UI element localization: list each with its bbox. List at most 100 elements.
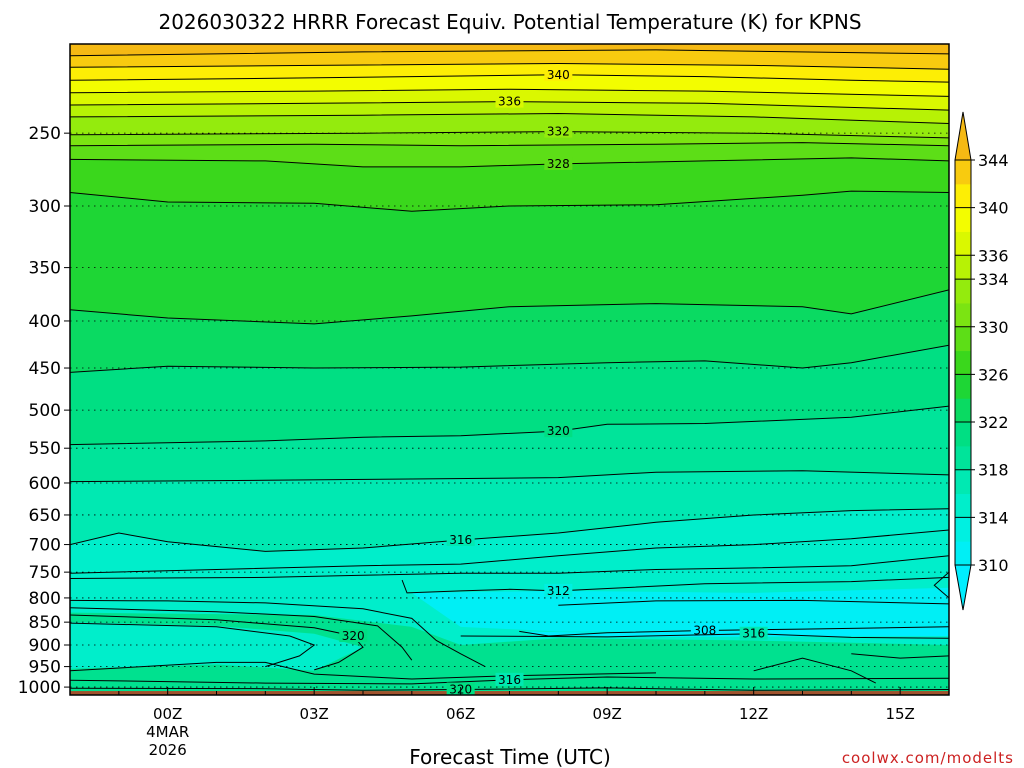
- contour-label: 336: [498, 95, 521, 109]
- contour-342-1: [70, 62, 949, 70]
- colorbar-extend-bottom: [954, 564, 972, 611]
- contour-318-29: [753, 657, 877, 684]
- x-tick-label: 12Z: [739, 705, 768, 723]
- contour-314-16: [70, 555, 949, 579]
- contour-318-23: [70, 607, 413, 661]
- contour-label: 308: [693, 624, 716, 638]
- y-tick-label: 900: [29, 636, 61, 656]
- contour-316-15: [70, 529, 949, 574]
- contour-label-bg: [544, 156, 573, 170]
- contour-label-bg: [739, 626, 768, 640]
- colorbar-bin: [955, 207, 971, 232]
- colorbar-tick-label: 314: [978, 508, 1009, 527]
- y-tick-label: 400: [29, 312, 61, 332]
- contour-330-7: [70, 142, 949, 147]
- contour-334-5: [70, 112, 949, 124]
- x-tick-label: 00Z: [153, 705, 182, 723]
- contour-308-20: [519, 626, 949, 637]
- colorbar-extend-top: [954, 111, 972, 161]
- contour-328-8: [70, 157, 949, 168]
- contour-label: 332: [547, 125, 570, 139]
- colorbar-bin: [955, 541, 971, 566]
- colorbar-bin: [955, 469, 971, 495]
- contour-326-9: [70, 190, 949, 212]
- contour-label-bg: [690, 623, 719, 637]
- x-tick-sublabel: 4MAR: [146, 723, 189, 741]
- contour-338-3: [70, 88, 949, 97]
- contour-label-bg: [446, 532, 475, 546]
- cold-pocket: [411, 587, 949, 633]
- colorbar-tick-label: 318: [978, 461, 1009, 480]
- y-tick-label: 700: [29, 536, 61, 556]
- x-tick-label: 15Z: [885, 705, 914, 723]
- contour-label-bg: [495, 672, 524, 686]
- filled-bands: [70, 44, 949, 695]
- colorbar-bin: [955, 445, 971, 471]
- contour-label: 312: [547, 584, 570, 598]
- contour-318-30: [851, 653, 949, 659]
- y-tick-label: 1000: [18, 678, 61, 698]
- x-tick-sublabel: 2026: [149, 741, 187, 759]
- contour-label-bg: [544, 583, 573, 597]
- contour-label: 316: [449, 533, 472, 547]
- y-tick-label: 650: [29, 506, 61, 526]
- y-tick-label: 950: [29, 658, 61, 678]
- colorbar-bin: [955, 398, 971, 423]
- colorbar-bin: [955, 326, 971, 352]
- cold-core: [519, 627, 949, 637]
- colorbar-tick-label: 344: [978, 151, 1009, 170]
- colorbar-bin: [955, 231, 971, 256]
- contour-312-18: [558, 599, 949, 606]
- x-axis-label: Forecast Time (UTC): [409, 745, 611, 768]
- band-340: [70, 63, 949, 83]
- y-tick-label: 550: [29, 439, 61, 459]
- contour-320-25: [70, 622, 316, 668]
- colorbar-tick-label: 330: [978, 318, 1009, 337]
- x-tick-label: 03Z: [299, 705, 328, 723]
- contour-label-bg: [544, 424, 573, 438]
- contour-label: 328: [547, 157, 570, 171]
- y-axis: 250 300 350 400 450 500 550 600 650 700 750 800 850 9…: [18, 124, 70, 698]
- band-332: [70, 113, 949, 138]
- colorbar: 310 314 318 322 326 330 334 336 340 344: [954, 111, 1009, 611]
- band-334: [70, 101, 949, 124]
- contour-310-19: [933, 571, 949, 599]
- y-tick-label: 300: [29, 197, 61, 217]
- chart-title: 2026030322 HRRR Forecast Equiv. Potentia…: [158, 10, 861, 34]
- band-342: [70, 49, 949, 70]
- colorbar-bin: [955, 302, 971, 328]
- colorbar-bin: [955, 183, 971, 209]
- contour-322-11: [70, 344, 949, 373]
- contour-324-10: [70, 289, 949, 325]
- colorbar-tick-label: 322: [978, 413, 1009, 432]
- colorbar-tick-label: 340: [978, 199, 1009, 218]
- band-326: [70, 157, 949, 212]
- warm-low: [70, 612, 949, 695]
- contour-label-bg: [339, 629, 368, 643]
- colorbar-bin: [955, 517, 971, 542]
- colorbar-bin: [955, 493, 971, 518]
- contour-label: 316: [742, 627, 765, 641]
- y-tick-label: 850: [29, 613, 61, 633]
- x-tick-label: 06Z: [446, 705, 475, 723]
- contour-label-bg: [495, 94, 524, 108]
- y-tick-label: 250: [29, 124, 61, 144]
- band-324: [70, 191, 949, 324]
- contour-label: 340: [547, 68, 570, 82]
- colorbar-tick-label: 310: [978, 556, 1009, 575]
- contour-318-22: [70, 599, 486, 668]
- colorbar-bin: [955, 374, 971, 399]
- colorbar-tick-label: 326: [978, 365, 1009, 384]
- band-320: [70, 345, 949, 445]
- contour-label: 316: [498, 673, 521, 687]
- colorbar-bin: [955, 255, 971, 280]
- credit-text: coolwx.com/modelts: [842, 749, 1014, 767]
- colorbar-tick-label: 334: [978, 270, 1009, 289]
- contour-312-17: [401, 576, 949, 594]
- contour-label-bg: [544, 124, 573, 138]
- colorbar-tick-label: 336: [978, 246, 1009, 265]
